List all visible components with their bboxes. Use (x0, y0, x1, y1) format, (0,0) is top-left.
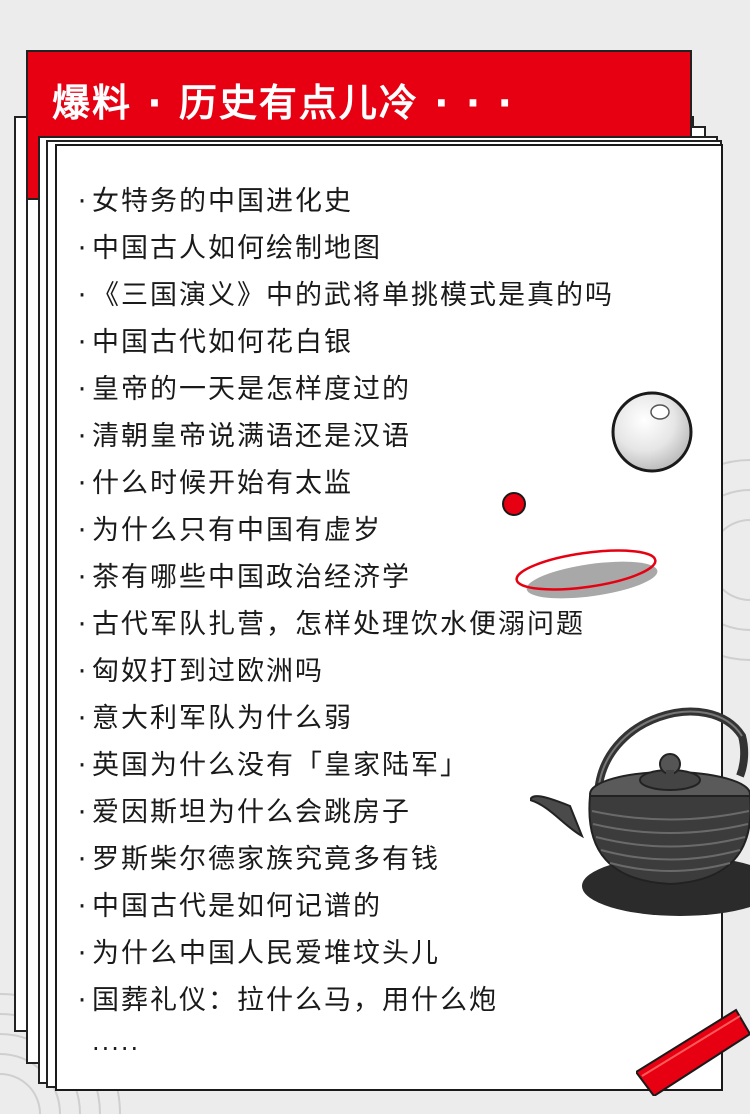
main-card (55, 144, 723, 1091)
bullet-icon: · (77, 562, 89, 593)
topic-text: 国葬礼仪：拉什么马，用什么炮 (92, 985, 498, 1016)
bullet-icon: · (77, 374, 89, 405)
bullet-icon: · (77, 656, 89, 687)
topic-text: 什么时候开始有太监 (92, 468, 353, 499)
teapot-icon (530, 707, 750, 916)
bullet-icon: · (77, 703, 89, 734)
topic-text: 爱因斯坦为什么会跳房子 (92, 797, 411, 828)
topic-item[interactable]: · 清朝皇帝说满语还是汉语 (74, 413, 614, 460)
bullet-icon: · (77, 609, 89, 640)
topic-item[interactable]: · 意大利军队为什么弱 (74, 695, 614, 742)
topic-item[interactable]: · 皇帝的一天是怎样度过的 (74, 366, 614, 413)
topic-text: 意大利军队为什么弱 (92, 703, 353, 734)
white-sphere-icon (611, 391, 693, 473)
topic-item[interactable]: · 罗斯柴尔德家族究竟多有钱 (74, 836, 614, 883)
topic-text: 为什么只有中国有虚岁 (92, 515, 382, 546)
ellipse-ring-icon (515, 549, 658, 599)
topic-item[interactable]: · 英国为什么没有「皇家陆军」 (74, 742, 614, 789)
topic-text: 匈奴打到过欧洲吗 (92, 656, 324, 687)
topic-text: 《三国演义》中的武将单挑模式是真的吗 (92, 280, 614, 311)
bullet-icon: · (77, 468, 89, 499)
topic-item[interactable]: · 国葬礼仪：拉什么马，用什么炮 (74, 977, 614, 1024)
topic-item[interactable]: · 中国古代是如何记谱的 (74, 883, 614, 930)
topic-text: 中国古人如何绘制地图 (92, 233, 382, 264)
bullet-icon: · (77, 327, 89, 358)
topic-item[interactable]: · 《三国演义》中的武将单挑模式是真的吗 (74, 272, 614, 319)
topic-text: 古代军队扎营，怎样处理饮水便溺问题 (92, 609, 585, 640)
topic-list: · 女特务的中国进化史 · 中国古人如何绘制地图 · 《三国演义》中的武将单挑模式是真… (74, 178, 614, 1024)
bullet-icon: · (77, 750, 89, 781)
header-title: 爆料 · 历史有点儿冷 · · · (52, 81, 514, 125)
topic-item[interactable]: · 为什么只有中国有虚岁 (74, 507, 614, 554)
red-dot-icon (502, 492, 526, 516)
bullet-icon: · (77, 985, 89, 1016)
topic-item[interactable]: · 什么时候开始有太监 (74, 460, 614, 507)
topic-text: 英国为什么没有「皇家陆军」 (92, 750, 469, 781)
topic-text: 为什么中国人民爱堆坟头儿 (92, 938, 440, 969)
topic-item[interactable]: · 茶有哪些中国政治经济学 (74, 554, 614, 601)
topic-item[interactable]: · 爱因斯坦为什么会跳房子 (74, 789, 614, 836)
topic-text: 清朝皇帝说满语还是汉语 (92, 421, 411, 452)
bullet-icon: · (77, 891, 89, 922)
topic-item[interactable]: · 中国古代如何花白银 (74, 319, 614, 366)
bullet-icon: · (77, 515, 89, 546)
topic-text: 女特务的中国进化史 (92, 186, 353, 217)
bullet-icon: · (77, 421, 89, 452)
more-ellipsis: ..... (92, 1028, 141, 1056)
topic-text: 中国古代是如何记谱的 (92, 891, 382, 922)
topic-text: 茶有哪些中国政治经济学 (92, 562, 411, 593)
bullet-icon: · (77, 844, 89, 875)
topic-text: 罗斯柴尔德家族究竟多有钱 (92, 844, 440, 875)
topic-item[interactable]: · 古代军队扎营，怎样处理饮水便溺问题 (74, 601, 614, 648)
topic-item[interactable]: · 中国古人如何绘制地图 (74, 225, 614, 272)
topic-text: 皇帝的一天是怎样度过的 (92, 374, 411, 405)
bullet-icon: · (77, 186, 89, 217)
topic-text: 中国古代如何花白银 (92, 327, 353, 358)
bullet-icon: · (77, 797, 89, 828)
bullet-icon: · (77, 233, 89, 264)
red-tape-icon (636, 1008, 750, 1096)
topic-item[interactable]: · 为什么中国人民爱堆坟头儿 (74, 930, 614, 977)
bullet-icon: · (77, 938, 89, 969)
topic-item[interactable]: · 匈奴打到过欧洲吗 (74, 648, 614, 695)
topic-item[interactable]: · 女特务的中国进化史 (74, 178, 614, 225)
bullet-icon: · (77, 280, 89, 311)
